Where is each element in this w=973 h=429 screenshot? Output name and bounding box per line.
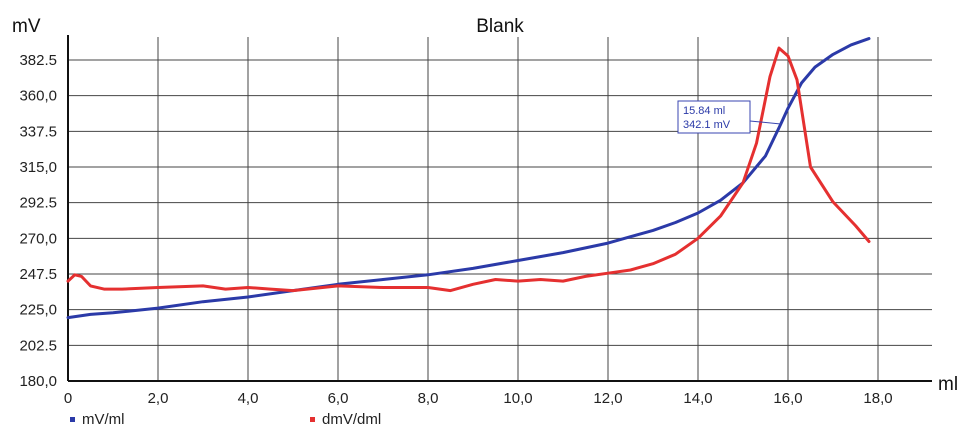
- axes: [67, 35, 932, 382]
- x-tick-label: 12,0: [593, 390, 622, 407]
- legend-marker: [70, 417, 75, 422]
- x-tick-label: 8,0: [418, 390, 439, 407]
- x-tick-label: 0: [64, 390, 72, 407]
- x-ticks: 0 2,0 4,0 6,0 8,0 10,0 12,0 14,0 16,0 18,0: [64, 390, 893, 407]
- y-tick-label: 247.5: [19, 266, 57, 283]
- annotation-box: [677, 100, 751, 134]
- x-axis-label: ml: [938, 374, 958, 395]
- series-line-mvml: [66, 37, 871, 320]
- y-tick-label: 292.5: [19, 195, 57, 212]
- x-tick-label: 4,0: [238, 390, 259, 407]
- x-tick-label: 18,0: [863, 390, 892, 407]
- series-lines: [66, 37, 871, 320]
- series-line-dmvdml: [66, 46, 871, 293]
- x-tick-label: 16,0: [773, 390, 802, 407]
- annotation-leader: [749, 120, 781, 125]
- x-tick-label: 10,0: [503, 390, 532, 407]
- y-tick-label: 202.5: [19, 337, 57, 354]
- y-axis-label: mV: [12, 16, 41, 37]
- x-tick-label: 2,0: [148, 390, 169, 407]
- y-tick-label: 270,0: [19, 230, 57, 247]
- annotation-text: 15.84 ml: [683, 105, 725, 117]
- legend-label: dmV/dml: [322, 411, 381, 428]
- legend-marker: [310, 417, 315, 422]
- x-tick-label: 6,0: [328, 390, 349, 407]
- legend-label: mV/ml: [82, 411, 125, 428]
- y-tick-label: 337.5: [19, 123, 57, 140]
- y-tick-label: 382.5: [19, 52, 57, 69]
- y-tick-label: 360,0: [19, 88, 57, 105]
- y-tick-label: 180,0: [19, 373, 57, 390]
- legend: mV/ml dmV/dml: [70, 411, 381, 428]
- annotation-text: 342.1 mV: [683, 119, 731, 131]
- chart-title: Blank: [476, 16, 524, 37]
- grid: [68, 37, 932, 381]
- y-tick-label: 315,0: [19, 159, 57, 176]
- annotations: 15.84 ml 342.1 mV: [677, 100, 781, 134]
- x-tick-label: 14,0: [683, 390, 712, 407]
- y-ticks: 180,0 202.5 225,0 247.5 270,0 292.5 315,0 337.5…: [19, 52, 57, 390]
- y-tick-label: 225,0: [19, 302, 57, 319]
